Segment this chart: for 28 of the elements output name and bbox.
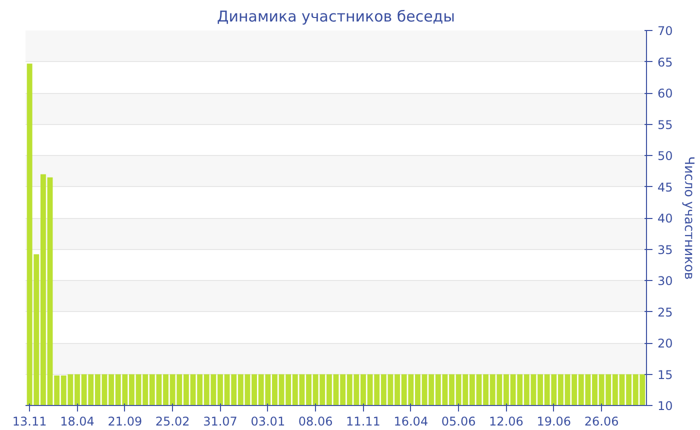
y-tick-label: 70 <box>658 24 673 38</box>
y-tick-label: 30 <box>658 274 673 288</box>
y-tick-label: 35 <box>658 242 673 257</box>
x-tick-label: 16.04 <box>394 414 428 428</box>
x-tick-label: 11.11 <box>346 414 380 428</box>
x-tick-label: 05.06 <box>441 414 476 428</box>
x-tick-label: 08.06 <box>298 414 333 428</box>
x-tick-label: 31.07 <box>203 414 238 428</box>
y-tick-label: 45 <box>658 180 673 194</box>
y-tick-label: 20 <box>658 336 673 350</box>
x-tick-label: 13.11 <box>12 414 47 428</box>
y-tick-label: 40 <box>658 212 673 226</box>
y-tick-label: 60 <box>658 86 673 100</box>
x-tick-label: 19.06 <box>536 414 572 428</box>
y-tick-label: 25 <box>658 305 673 320</box>
y-tick-label: 55 <box>658 118 673 132</box>
x-tick-label: 21.09 <box>108 414 142 428</box>
y-tick-label: 65 <box>658 55 673 70</box>
x-tick-label: 18.04 <box>60 414 94 428</box>
y-tick-label: 10 <box>658 399 673 413</box>
x-tick-label: 25.02 <box>155 414 190 428</box>
x-tick-label: 12.06 <box>489 414 524 428</box>
y-axis-title: Число участников <box>680 156 696 280</box>
y-tick-label: 15 <box>658 368 673 382</box>
x-tick-label: 26.06 <box>584 414 619 428</box>
chart-title: Динамика участников беседы <box>216 8 456 26</box>
x-tick-label: 03.01 <box>250 414 286 428</box>
y-tick-label: 50 <box>658 149 673 163</box>
